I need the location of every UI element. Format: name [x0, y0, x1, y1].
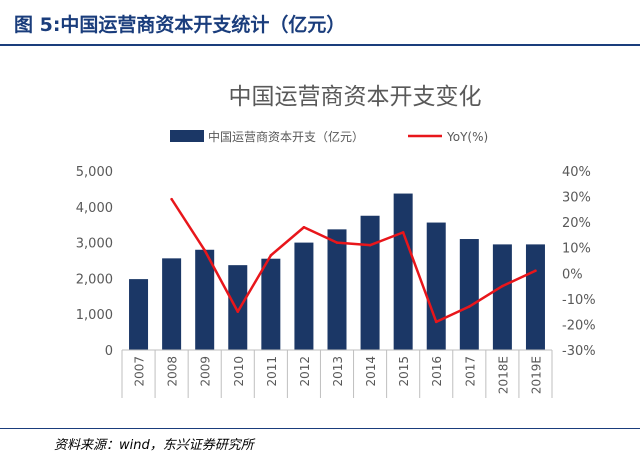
x-tick-label: 2019E: [529, 356, 543, 394]
yoy-line: [170, 198, 536, 324]
bar: [459, 239, 479, 350]
header-rule: [0, 44, 640, 46]
bar: [195, 249, 215, 350]
yoy-point: [302, 225, 306, 229]
bar: [327, 229, 347, 350]
y-left-tick-label: 5,000: [76, 165, 113, 180]
y-left-tick-label: 3,000: [76, 237, 113, 252]
source-note: 资料来源：wind，东兴证券研究所: [54, 438, 254, 453]
y-left-tick-label: 0: [105, 344, 113, 359]
y-right-tick-label: 30%: [562, 191, 591, 206]
y-right-tick-label: -30%: [562, 344, 596, 359]
y-right-tick-label: 40%: [562, 165, 591, 180]
legend-swatch-bars: [170, 130, 204, 142]
x-tick-label: 2017: [463, 356, 477, 387]
x-tick-label: 2007: [133, 356, 147, 387]
bar: [162, 258, 182, 350]
bar: [426, 222, 446, 350]
y-right-tick-label: 20%: [562, 216, 591, 231]
x-tick-label: 2014: [364, 356, 378, 387]
bar: [228, 265, 248, 350]
x-tick-label: 2013: [331, 356, 345, 387]
yoy-point: [401, 231, 405, 234]
y-left-tick-label: 1,000: [76, 308, 113, 323]
yoy-point: [269, 254, 273, 257]
yoy-point: [534, 269, 537, 273]
bar: [261, 258, 281, 350]
x-tick-label: 2018E: [496, 356, 510, 394]
y-left-tick-label: 4,000: [76, 201, 113, 216]
x-tick-label: 2011: [265, 356, 279, 387]
y-right-tick-label: 10%: [562, 242, 591, 257]
x-tick-label: 2010: [232, 356, 246, 387]
bar: [129, 279, 149, 350]
y-right-tick-label: -10%: [562, 293, 596, 308]
bar: [525, 244, 545, 350]
yoy-point: [203, 248, 206, 252]
x-tick-label: 2008: [166, 356, 180, 387]
bar: [294, 242, 314, 350]
yoy-point: [170, 197, 173, 201]
x-tick-label: 2016: [430, 356, 444, 387]
yoy-point: [368, 243, 372, 247]
legend-label-line: YoY(%): [446, 130, 488, 144]
bar: [393, 193, 413, 350]
yoy-point: [501, 284, 504, 288]
yoy-point: [335, 241, 339, 244]
x-tick-label: 2012: [298, 356, 312, 387]
yoy-point: [468, 305, 471, 308]
legend-label-bars: 中国运营商资本开支（亿元）: [208, 129, 364, 144]
bar: [492, 244, 512, 350]
x-tick-label: 2009: [199, 356, 213, 387]
chart-title: 中国运营商资本开支变化: [229, 84, 482, 110]
bar: [360, 215, 380, 350]
yoy-point: [236, 310, 240, 313]
y-right-tick-label: 0%: [562, 267, 583, 282]
y-left-tick-label: 2,000: [76, 272, 113, 287]
figure-header: 图 5:中国运营商资本开支统计（亿元）: [0, 0, 640, 46]
figure-label: 图 5:中国运营商资本开支统计（亿元）: [14, 14, 346, 36]
footer-rule: [0, 428, 640, 429]
x-tick-label: 2015: [397, 356, 411, 387]
y-right-tick-label: -20%: [562, 318, 596, 333]
yoy-point: [434, 320, 438, 324]
